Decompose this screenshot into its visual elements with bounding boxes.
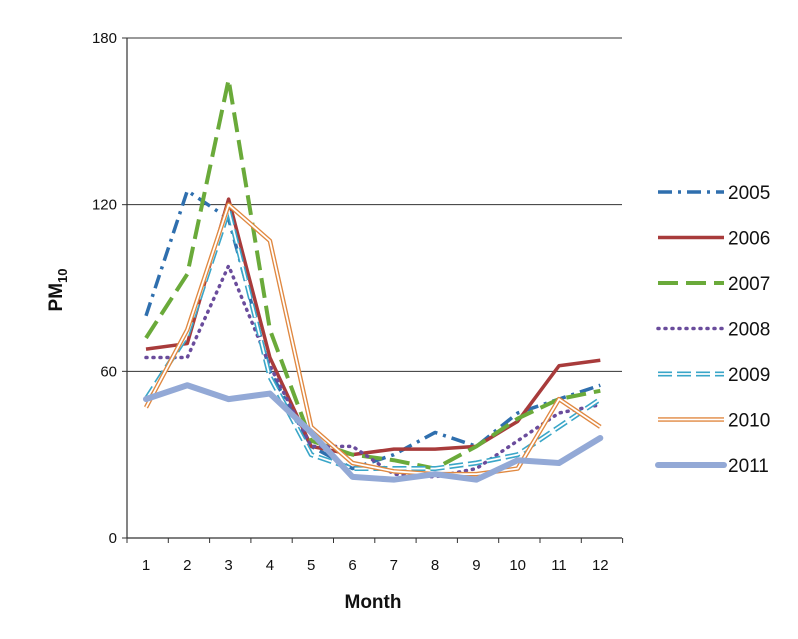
legend-label-2011: 2011 [728, 456, 769, 477]
legend-label-2010: 2010 [728, 411, 770, 432]
series-line-2009 [143, 207, 602, 472]
legend-label-2005: 2005 [728, 183, 770, 204]
series-line-2009-stroke [145, 209, 601, 470]
series-line-2010-stroke [145, 203, 601, 476]
x-tick-label: 5 [307, 557, 315, 574]
x-tick-label: 11 [551, 557, 567, 574]
x-tick-label: 12 [592, 557, 609, 574]
series-line-2007 [144, 77, 601, 471]
legend-label-2006: 2006 [728, 229, 770, 250]
legend-label-2008: 2008 [728, 320, 770, 341]
x-tick-label: 9 [472, 557, 480, 574]
y-axis-title-main: PM [46, 283, 67, 312]
series-line-2008 [144, 264, 603, 479]
series-line-2010 [144, 202, 602, 477]
y-tick-label: 60 [100, 363, 117, 380]
x-tick-label: 6 [348, 557, 356, 574]
x-tick-label: 10 [509, 557, 526, 574]
x-axis-title: Month [345, 592, 402, 613]
series-line-2008-stroke [144, 264, 603, 479]
y-axis-title: PM10 [46, 269, 70, 312]
series-line-2007-stroke [144, 77, 601, 471]
x-tick-labels: 1 2 3 4 5 6 7 8 9 10 11 12 [126, 538, 624, 574]
y-tick-labels: 0 60 120 180 [92, 30, 127, 547]
x-tick-label: 3 [224, 557, 232, 574]
series-line-2011 [143, 382, 604, 483]
x-tick-label: 1 [142, 557, 150, 574]
legend-label-2009: 2009 [728, 365, 770, 386]
y-tick-label: 120 [92, 197, 117, 214]
x-tick-label: 8 [431, 557, 439, 574]
series-lines [143, 77, 604, 483]
y-tick-label: 180 [92, 30, 117, 47]
x-tick-label: 7 [390, 557, 398, 574]
y-axis-title-subscript: 10 [55, 269, 70, 283]
legend-label-2007: 2007 [728, 274, 770, 295]
legend: 2005 2006 2007 2008 2009 2010 2011 [655, 183, 770, 477]
series-line-2011-stroke [143, 382, 604, 483]
x-tick-label: 2 [183, 557, 191, 574]
x-tick-label: 4 [266, 557, 274, 574]
y-tick-label: 0 [109, 530, 117, 547]
